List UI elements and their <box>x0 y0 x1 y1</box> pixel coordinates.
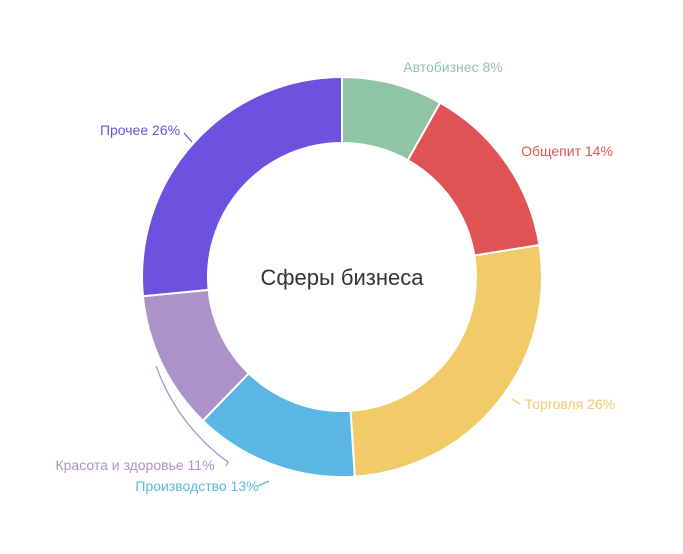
slice-label-3: Торговля 26% <box>525 396 615 412</box>
slice-label-2: Общепит 14% <box>521 143 613 159</box>
slice-6 <box>141 75 343 298</box>
leader-line-5 <box>155 365 229 467</box>
slice-label-5: Красота и здоровье 11% <box>55 457 214 473</box>
slice-3 <box>349 243 543 478</box>
slice-2 <box>406 101 541 257</box>
donut-slices <box>141 75 543 478</box>
slice-labels: Автобизнес 8% Общепит 14% Торговля 26% Прои… <box>55 59 615 494</box>
slice-label-1: Автобизнес 8% <box>403 59 502 75</box>
leader-line-6 <box>183 132 193 143</box>
leader-line-3 <box>511 398 521 405</box>
label-leader-lines <box>155 132 521 487</box>
slice-label-4: Производство 13% <box>135 478 258 494</box>
slice-label-6: Прочее 26% <box>100 122 180 138</box>
chart-title: Сферы бизнеса <box>261 265 425 290</box>
leader-line-4 <box>257 480 270 487</box>
